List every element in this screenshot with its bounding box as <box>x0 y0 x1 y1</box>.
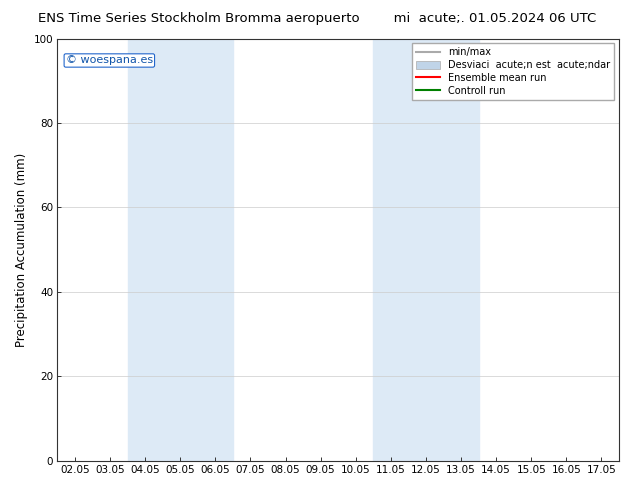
Bar <box>373 39 479 461</box>
Legend: min/max, Desviaci  acute;n est  acute;ndar, Ensemble mean run, Controll run: min/max, Desviaci acute;n est acute;ndar… <box>412 44 614 100</box>
Y-axis label: Precipitation Accumulation (mm): Precipitation Accumulation (mm) <box>15 152 28 347</box>
Text: ENS Time Series Stockholm Bromma aeropuerto        mi  acute;. 01.05.2024 06 UTC: ENS Time Series Stockholm Bromma aeropue… <box>38 12 596 25</box>
Text: © woespana.es: © woespana.es <box>66 55 153 66</box>
Bar <box>127 39 233 461</box>
